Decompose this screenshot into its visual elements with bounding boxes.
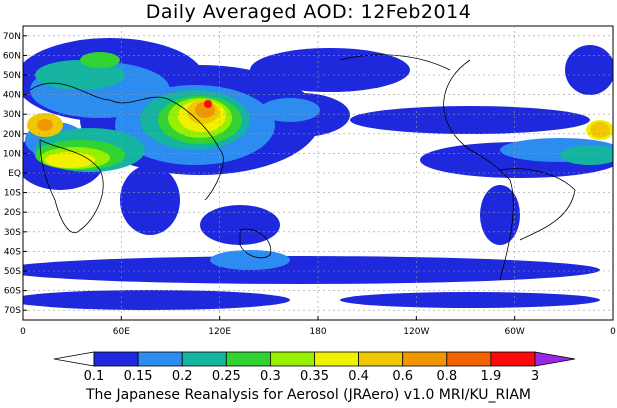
colorbar-box: [138, 352, 182, 366]
lat-tick-label: 50S: [4, 267, 21, 277]
colorbar-box: [182, 352, 226, 366]
lat-tick-label: 20N: [3, 130, 21, 140]
colorbar-label: 0.25: [212, 369, 241, 384]
lat-tick-label: 30S: [4, 228, 21, 238]
lat-tick-label: 40S: [4, 247, 21, 257]
colorbar-box: [315, 352, 359, 366]
lon-tick-label: 0: [610, 327, 616, 337]
colorbar-label: 0.4: [348, 369, 369, 384]
colorbar-label: 0.6: [392, 369, 413, 384]
lat-tick-label: 70N: [3, 32, 21, 42]
colorbar-label: 3: [531, 369, 539, 384]
colorbar-high-triangle: [535, 352, 575, 366]
lon-tick-label: 120E: [208, 327, 231, 337]
colorbar-low-triangle: [54, 352, 94, 366]
lat-tick-label: 10S: [4, 189, 21, 199]
lon-tick-label: 0: [20, 327, 26, 337]
colorbar-box: [94, 352, 138, 366]
lat-tick-label: 50N: [3, 71, 21, 81]
lon-tick-label: 60E: [113, 327, 130, 337]
lat-tick-label: 20S: [4, 208, 21, 218]
lon-tick-label: 180: [309, 327, 326, 337]
lat-tick-label: 30N: [3, 110, 21, 120]
colorbar-label: 0.3: [260, 369, 281, 384]
colorbar: 0.1 0.15 0.2 0.25 0.3 0.35 0.4 0.6 0.8 1.9 3: [54, 352, 575, 384]
lat-tick-label: 60S: [4, 287, 21, 297]
lat-tick-label: 40N: [3, 91, 21, 101]
lat-tick-label: 70S: [4, 306, 21, 316]
lon-tick-label: 120W: [403, 327, 429, 337]
lon-tick-label: 60W: [504, 327, 524, 337]
colorbar-box: [403, 352, 447, 366]
colorbar-box: [270, 352, 314, 366]
colorbar-label: 0.35: [300, 369, 329, 384]
colorbar-label: 0.2: [172, 369, 193, 384]
colorbar-label: 1.9: [481, 369, 502, 384]
colorbar-label: 0.1: [84, 369, 105, 384]
lat-tick-label: 10N: [3, 149, 21, 159]
lat-tick-label: 60N: [3, 51, 21, 61]
colorbar-label: 0.8: [436, 369, 457, 384]
aod-level-1-9: [204, 100, 212, 108]
colorbar-box: [491, 352, 535, 366]
colorbar-box: [359, 352, 403, 366]
lat-tick-label: EQ: [8, 169, 21, 179]
footer-caption: The Japanese Reanalysis for Aerosol (JRA…: [0, 386, 617, 404]
colorbar-label: 0.15: [124, 369, 153, 384]
colorbar-box: [447, 352, 491, 366]
colorbar-box: [226, 352, 270, 366]
